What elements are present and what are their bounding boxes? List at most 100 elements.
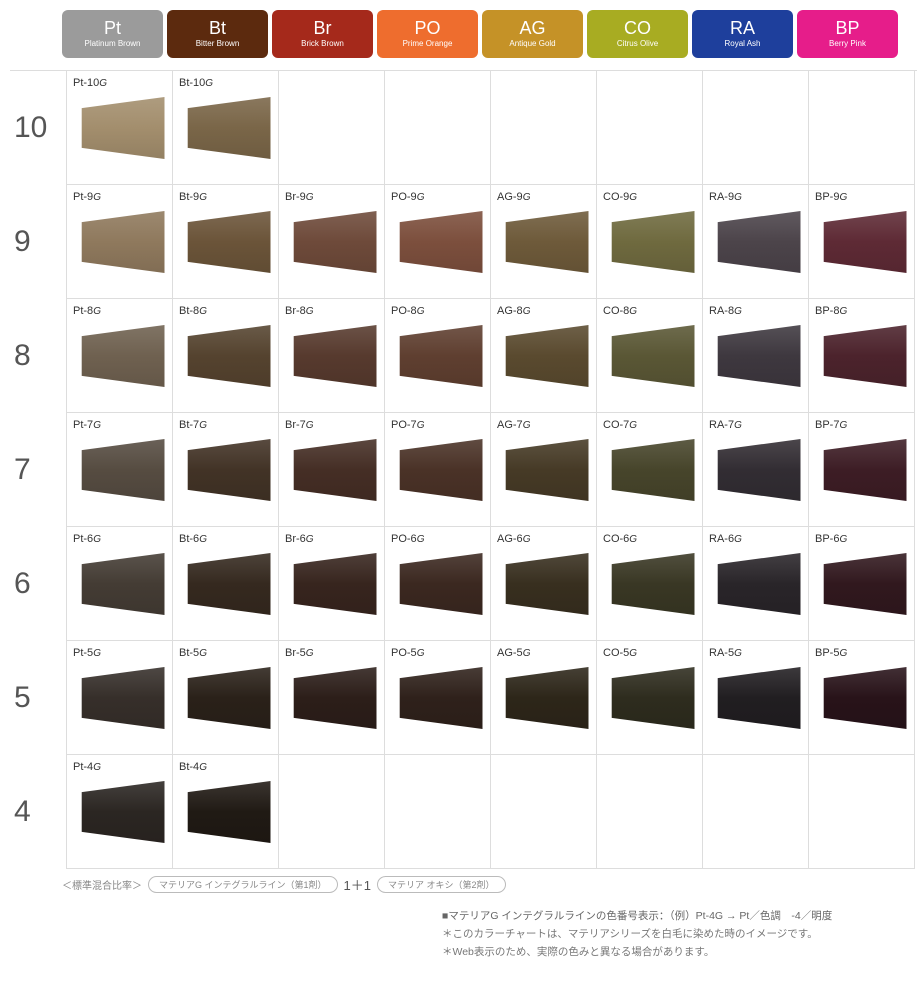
grid-row: 5Pt-5GBt-5GBr-5GPO-5GAG-5GCO-5GRA-5GBP-5…	[10, 641, 917, 755]
swatch-label: BP-5G	[815, 647, 908, 659]
swatch-cell: Bt-9G	[173, 185, 279, 299]
swatch-cell: Pt-4G	[67, 755, 173, 869]
swatch-label: Pt-8G	[73, 305, 166, 317]
color-swatch	[605, 325, 695, 387]
swatch-cell: Pt-7G	[67, 413, 173, 527]
color-swatch	[287, 325, 377, 387]
swatch-label: RA-7G	[709, 419, 802, 431]
swatch-grid: 10Pt-10GBt-10G9Pt-9GBt-9GBr-9GPO-9GAG-9G…	[10, 70, 917, 869]
swatch-label: RA-5G	[709, 647, 802, 659]
swatch-label: AG-7G	[497, 419, 590, 431]
column-header-ag: AGAntique Gold	[482, 10, 583, 58]
header-name: Platinum Brown	[84, 39, 140, 49]
swatch-cell: Br-9G	[279, 185, 385, 299]
mix-ratio-label: ＜標準混合比率＞	[62, 877, 142, 892]
color-swatch	[605, 439, 695, 501]
swatch-label: CO-8G	[603, 305, 696, 317]
swatch-cell: CO-8G	[597, 299, 703, 413]
color-swatch	[393, 553, 483, 615]
color-swatch	[75, 439, 165, 501]
color-swatch	[287, 211, 377, 273]
swatch-label: Pt-4G	[73, 761, 166, 773]
color-swatch	[711, 553, 801, 615]
color-swatch	[817, 211, 907, 273]
column-header-pt: PtPlatinum Brown	[62, 10, 163, 58]
color-swatch	[499, 667, 589, 729]
swatch-cell: AG-7G	[491, 413, 597, 527]
color-swatch	[711, 325, 801, 387]
row-level-label: 6	[10, 527, 66, 641]
color-swatch	[499, 553, 589, 615]
swatch-label: CO-6G	[603, 533, 696, 545]
swatch-label: Pt-7G	[73, 419, 166, 431]
header-code: CO	[624, 19, 651, 37]
color-swatch	[711, 211, 801, 273]
swatch-label: Pt-5G	[73, 647, 166, 659]
color-swatch	[181, 325, 271, 387]
header-name: Royal Ash	[724, 39, 760, 49]
swatch-label: CO-7G	[603, 419, 696, 431]
swatch-label: AG-9G	[497, 191, 590, 203]
swatch-label: Bt-7G	[179, 419, 272, 431]
color-swatch	[605, 667, 695, 729]
swatch-cell: PO-6G	[385, 527, 491, 641]
color-swatch	[75, 211, 165, 273]
swatch-cell	[279, 755, 385, 869]
swatch-label: CO-9G	[603, 191, 696, 203]
header-name: Citrus Olive	[617, 39, 658, 49]
color-swatch	[605, 553, 695, 615]
swatch-label: PO-7G	[391, 419, 484, 431]
swatch-label: Bt-4G	[179, 761, 272, 773]
color-swatch	[75, 553, 165, 615]
header-code: RA	[730, 19, 755, 37]
color-swatch	[817, 439, 907, 501]
color-swatch	[817, 553, 907, 615]
swatch-cell: Pt-8G	[67, 299, 173, 413]
swatch-label: RA-8G	[709, 305, 802, 317]
swatch-label: Bt-9G	[179, 191, 272, 203]
header-name: Bitter Brown	[196, 39, 240, 49]
swatch-label: Br-7G	[285, 419, 378, 431]
swatch-cell: AG-9G	[491, 185, 597, 299]
color-swatch	[393, 439, 483, 501]
header-code: Bt	[209, 19, 226, 37]
swatch-label: AG-5G	[497, 647, 590, 659]
swatch-label: PO-8G	[391, 305, 484, 317]
footer: ＜標準混合比率＞ マテリアG インテグラルライン（第1剤） 1＋1 マテリア オ…	[62, 875, 917, 962]
swatch-label: Bt-6G	[179, 533, 272, 545]
color-swatch	[393, 325, 483, 387]
swatch-cell: Bt-6G	[173, 527, 279, 641]
color-swatch	[393, 667, 483, 729]
agent2-pill: マテリア オキシ（第2剤）	[377, 876, 506, 893]
color-swatch	[499, 439, 589, 501]
swatch-label: Br-8G	[285, 305, 378, 317]
swatch-cell: CO-6G	[597, 527, 703, 641]
swatch-cell: Br-5G	[279, 641, 385, 755]
swatch-label: BP-9G	[815, 191, 908, 203]
color-swatch	[181, 439, 271, 501]
swatch-label: Br-6G	[285, 533, 378, 545]
swatch-cell: RA-5G	[703, 641, 809, 755]
swatch-label: PO-5G	[391, 647, 484, 659]
swatch-cell: Bt-8G	[173, 299, 279, 413]
swatch-cell: BP-7G	[809, 413, 915, 527]
swatch-label: Bt-10G	[179, 77, 272, 89]
swatch-label: PO-9G	[391, 191, 484, 203]
footer-notes: ■マテリアG インテグラルラインの色番号表示：（例）Pt-4G → Pt／色調 …	[442, 908, 917, 962]
swatch-cell	[279, 71, 385, 185]
agent1-pill: マテリアG インテグラルライン（第1剤）	[148, 876, 338, 893]
color-swatch	[181, 553, 271, 615]
swatch-cell: PO-5G	[385, 641, 491, 755]
row-cells: Pt-8GBt-8GBr-8GPO-8GAG-8GCO-8GRA-8GBP-8G	[66, 299, 917, 413]
row-level-label: 7	[10, 413, 66, 527]
swatch-cell	[597, 755, 703, 869]
grid-row: 7 Pt-7G Bt-7G Br-7G PO-7G AG-7G CO-7G RA-7G BP-7…	[10, 413, 917, 527]
row-cells: Pt-6GBt-6GBr-6GPO-6GAG-6GCO-6GRA-6GBP-6G	[66, 527, 917, 641]
swatch-cell: RA-9G	[703, 185, 809, 299]
swatch-label: AG-8G	[497, 305, 590, 317]
swatch-cell	[703, 755, 809, 869]
swatch-label: RA-9G	[709, 191, 802, 203]
color-swatch	[711, 667, 801, 729]
swatch-cell	[385, 71, 491, 185]
note-line: ■マテリアG インテグラルラインの色番号表示：（例）Pt-4G → Pt／色調 …	[442, 908, 917, 926]
